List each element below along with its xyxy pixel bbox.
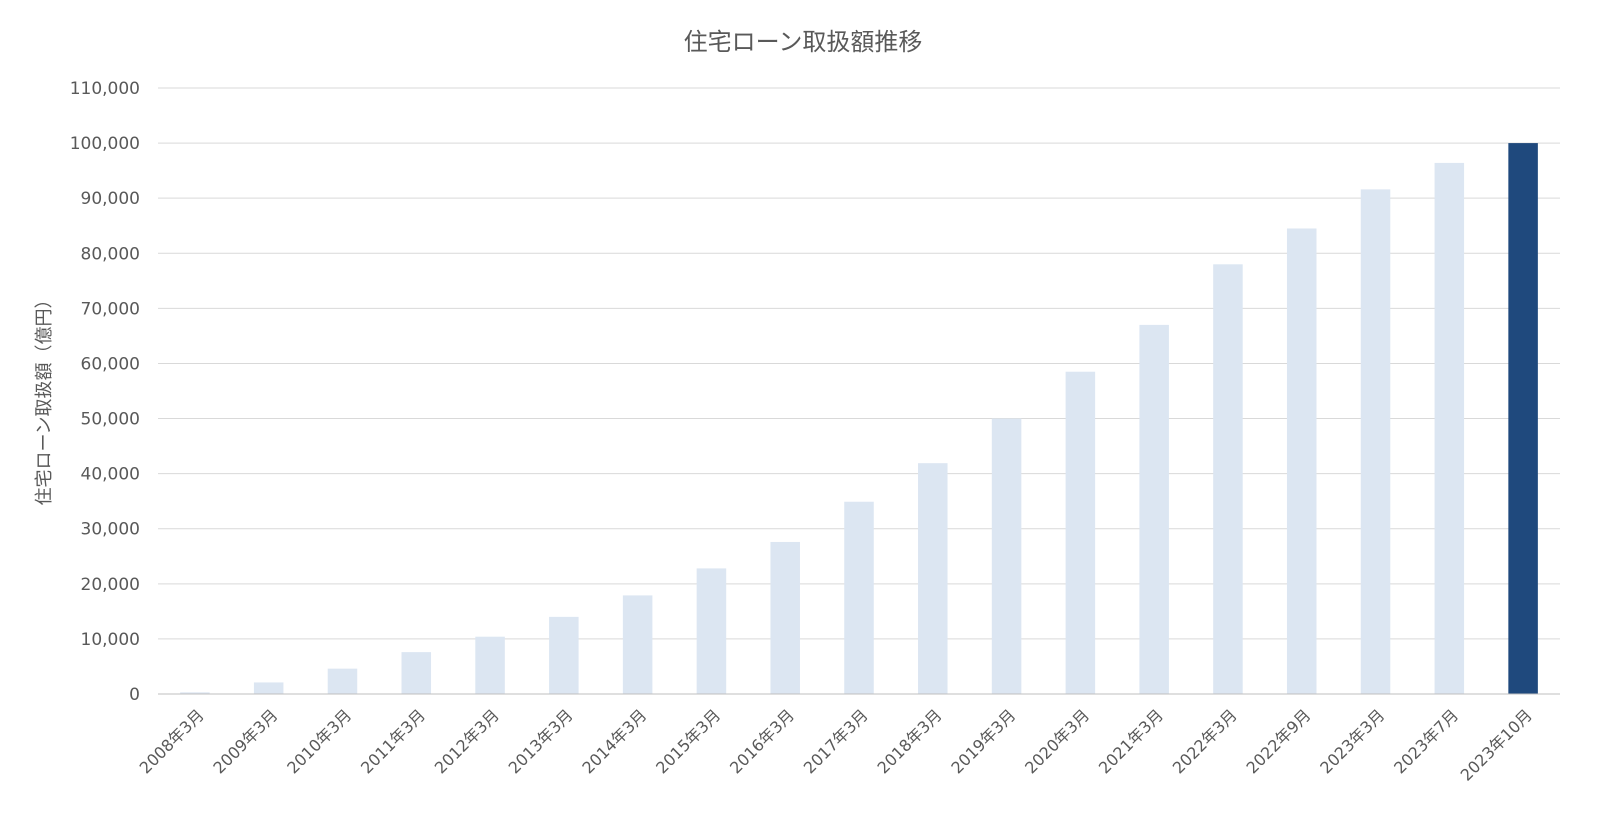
- y-tick-label: 60,000: [81, 354, 140, 374]
- x-tick-label: 2018年3月: [874, 705, 946, 777]
- x-tick-label: 2016年3月: [726, 705, 798, 777]
- x-tick-label: 2008年3月: [136, 705, 208, 777]
- x-tick-label: 2021年3月: [1095, 705, 1167, 777]
- bar-2013年3月: [549, 616, 579, 694]
- x-tick-label: 2009年3月: [209, 705, 281, 777]
- chart-title: 住宅ローン取扱額推移: [683, 28, 923, 56]
- bar-2023年10月: [1508, 143, 1538, 694]
- bar-2017年3月: [844, 501, 874, 694]
- bar-2008年3月: [180, 692, 210, 694]
- y-tick-label: 80,000: [81, 244, 140, 264]
- bar-2023年3月: [1360, 189, 1391, 694]
- y-axis-title: 住宅ローン取扱額（億円）: [34, 290, 55, 505]
- x-tick-label: 2023年3月: [1316, 705, 1388, 777]
- bar-2011年3月: [401, 652, 432, 694]
- x-tick-label: 2023年7月: [1390, 705, 1462, 777]
- x-tick-labels: 2008年3月 2009年3月 2010年3月 2011年3月 2012年3月 2013年…: [136, 705, 1536, 784]
- x-tick-label: 2011年3月: [357, 705, 429, 777]
- bar-2022年3月: [1213, 264, 1243, 694]
- bar-2023年7月: [1434, 162, 1465, 694]
- bar-2009年3月: [253, 682, 284, 694]
- x-tick-label: 2015年3月: [652, 705, 724, 777]
- y-tick-label: 10,000: [81, 630, 140, 650]
- y-tick-label: 50,000: [81, 410, 140, 430]
- y-tick-label: 30,000: [81, 520, 140, 540]
- x-tick-label: 2017年3月: [800, 705, 872, 777]
- x-tick-label: 2010年3月: [283, 705, 355, 777]
- bar-2018年3月: [918, 463, 948, 694]
- y-tick-labels: 0 10,000 20,000 30,000 40,000 50,000 60,000 70,…: [70, 79, 140, 705]
- bar-2016年3月: [770, 541, 800, 694]
- bar-2012年3月: [475, 636, 505, 694]
- x-tick-label: 2023年10月: [1457, 705, 1536, 784]
- x-tick-label: 2014年3月: [578, 705, 650, 777]
- x-tick-label: 2022年9月: [1243, 705, 1315, 777]
- y-tick-label: 90,000: [81, 189, 140, 209]
- x-tick-label: 2022年3月: [1169, 705, 1241, 777]
- x-tick-label: 2013年3月: [505, 705, 577, 777]
- y-tick-label: 40,000: [81, 465, 140, 485]
- bar-2010年3月: [327, 668, 358, 694]
- x-tick-label: 2019年3月: [947, 705, 1019, 777]
- y-tick-label: 20,000: [81, 575, 140, 595]
- bar-2015年3月: [696, 568, 727, 694]
- y-tick-label: 70,000: [81, 299, 140, 319]
- bar-2014年3月: [622, 595, 653, 694]
- bar-2022年9月: [1286, 228, 1317, 694]
- y-tick-label: 110,000: [70, 79, 140, 99]
- y-tick-label: 0: [129, 685, 140, 705]
- bar-2019年3月: [991, 418, 1022, 694]
- bar-2021年3月: [1139, 324, 1169, 694]
- x-tick-label: 2020年3月: [1021, 705, 1093, 777]
- y-tick-label: 100,000: [70, 134, 140, 154]
- bars: [180, 143, 1538, 694]
- x-tick-label: 2012年3月: [431, 705, 503, 777]
- bar-2020年3月: [1065, 371, 1096, 694]
